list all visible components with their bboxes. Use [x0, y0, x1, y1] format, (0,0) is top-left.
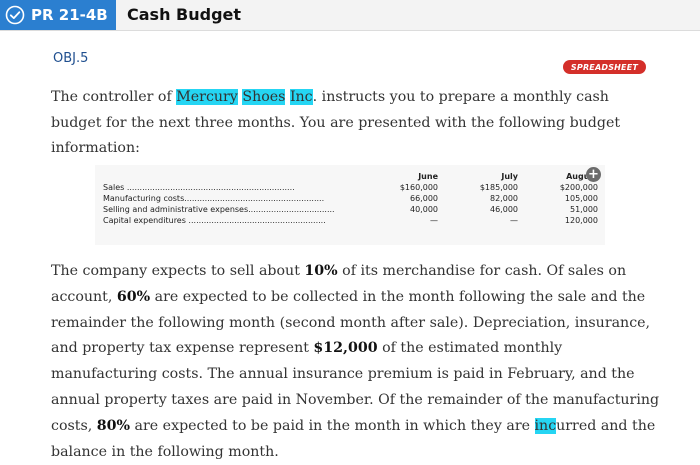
leader-dots: ........................................…	[185, 216, 326, 225]
page-title: Cash Budget	[127, 5, 242, 24]
header-bar: PR 21-4B Cash Budget	[0, 0, 700, 31]
cell-value: $160,000	[399, 183, 438, 192]
cell-value: —	[430, 216, 438, 225]
check-circle-icon	[5, 5, 25, 25]
bold-value: $12,000	[313, 340, 378, 357]
bold-value: 10%	[304, 263, 338, 279]
leader-dots: ........................................…	[184, 194, 325, 203]
bold-value: 80%	[96, 417, 131, 434]
table-row: Capital expenditures ...................…	[103, 215, 598, 226]
plus-icon[interactable]: +	[586, 167, 601, 182]
objective-label: OBJ.5	[53, 51, 89, 66]
problem-tab[interactable]: PR 21-4B	[0, 0, 116, 30]
leader-dots: ........................................…	[124, 183, 295, 192]
column-july: July	[501, 172, 518, 181]
spreadsheet-badge[interactable]: SPREADSHEET	[563, 60, 646, 74]
row-label: Sales	[103, 183, 125, 192]
column-june: June	[418, 172, 438, 181]
cell-value: 105,000	[564, 194, 598, 203]
highlight-mercury: Mercury	[176, 89, 238, 105]
cell-value: $200,000	[559, 183, 598, 192]
problem-paragraph: The company expects to sell about 10% of…	[51, 263, 660, 460]
leader-dots: ..................................	[248, 205, 335, 214]
highlight-shoes: Shoes	[242, 89, 286, 105]
intro-text: The controller of Mercury Shoes Inc. ins…	[51, 89, 621, 156]
table-row: Selling and administrative expenses.....…	[103, 204, 598, 215]
table-header-row: June July August	[103, 171, 598, 182]
cell-value: $185,000	[479, 183, 518, 192]
column-august: August	[566, 172, 598, 181]
row-label: Manufacturing costs	[103, 194, 185, 203]
bold-value: 60%	[116, 288, 151, 305]
cell-value: 46,000	[490, 205, 518, 214]
cell-value: —	[510, 216, 518, 225]
cell-value: 66,000	[410, 194, 438, 203]
row-label: Capital expenditures	[103, 216, 186, 225]
highlight-inc-text: inc	[534, 417, 557, 434]
cell-value: 40,000	[410, 205, 438, 214]
table-row: Sales ..................................…	[103, 182, 598, 193]
row-label: Selling and administrative expenses	[103, 205, 249, 214]
cell-value: 51,000	[570, 205, 598, 214]
cell-value: 120,000	[564, 216, 598, 225]
budget-table-area: June July August Sales .................…	[95, 165, 605, 245]
cell-value: 82,000	[490, 194, 518, 203]
highlight-inc: Inc	[289, 89, 313, 105]
budget-table: June July August Sales .................…	[103, 171, 598, 226]
table-row: Manufacturing costs.....................…	[103, 193, 598, 204]
problem-id: PR 21-4B	[31, 6, 108, 24]
